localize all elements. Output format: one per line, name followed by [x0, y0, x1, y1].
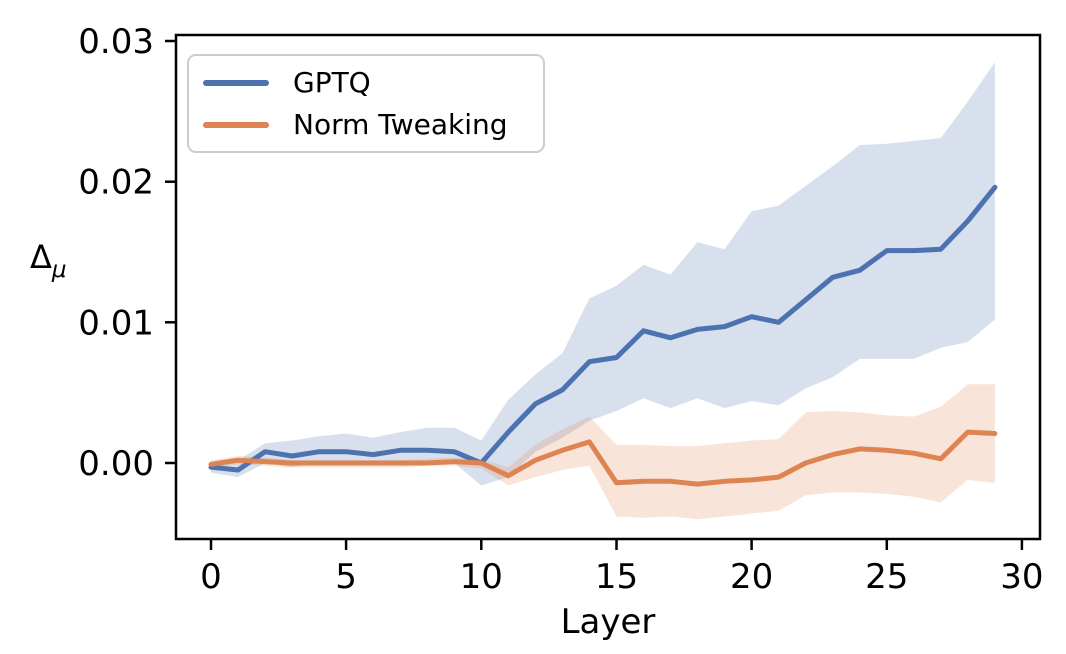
x-tick-label: 20	[730, 557, 773, 597]
y-tick-label: 0.03	[78, 22, 154, 62]
gptq-line	[208, 184, 998, 473]
axes-spines	[174, 33, 1042, 541]
legend: GPTQ Norm Tweaking	[187, 54, 545, 153]
x-tick-label: 15	[595, 557, 638, 597]
y-axis-label-delta: Δ	[30, 238, 52, 276]
x-tick-label: 25	[865, 557, 908, 597]
ticks-layer: 0 5 10 15 20 25 30 0.00 0.01 0.02 0.03	[78, 22, 1043, 597]
x-axis-label: Layer	[561, 602, 656, 642]
norm-tweaking-confidence-band	[211, 384, 995, 520]
norm-tweaking-line	[208, 429, 998, 487]
gptq-confidence-band	[211, 62, 995, 486]
y-axis-label-mu: μ	[51, 257, 67, 283]
x-tick-label: 5	[335, 557, 357, 597]
y-tick-label: 0.02	[78, 163, 154, 203]
x-tick-label: 30	[1000, 557, 1043, 597]
y-tick-label: 0.01	[78, 303, 154, 343]
x-tick-label: 10	[460, 557, 503, 597]
legend-row-gptq: GPTQ	[203, 66, 543, 100]
series-layer	[208, 62, 998, 520]
x-tick-label: 0	[200, 557, 222, 597]
y-tick-label: 0.00	[78, 444, 154, 484]
legend-label-gptq: GPTQ	[293, 65, 371, 99]
legend-label-norm-tweaking: Norm Tweaking	[293, 107, 508, 141]
y-axis-label: Δμ	[30, 238, 67, 283]
legend-row-norm-tweaking: Norm Tweaking	[203, 108, 543, 142]
norm-tweaking-line-swatch	[203, 121, 269, 128]
gptq-line-swatch	[203, 79, 269, 86]
